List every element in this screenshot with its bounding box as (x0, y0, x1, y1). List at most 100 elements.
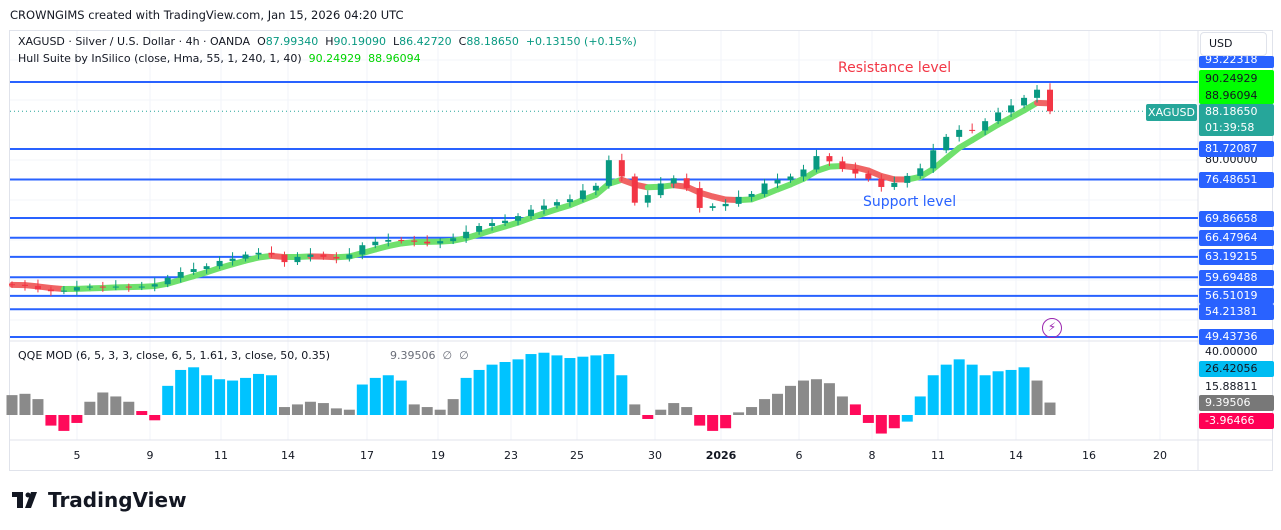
qqe-bar (6, 395, 18, 415)
tradingview-logo[interactable]: TradingView (12, 488, 187, 512)
candle-body (709, 206, 716, 208)
qqe-bar (759, 399, 771, 415)
candle-body (592, 185, 599, 191)
qqe-bar (746, 407, 758, 415)
qqe-legend[interactable]: QQE MOD (6, 5, 3, 3, close, 6, 5, 1.61, … (18, 349, 331, 362)
open-label: O (257, 35, 266, 48)
currency-button[interactable]: USD (1200, 32, 1267, 56)
time-tick: 14 (1009, 449, 1023, 462)
qqe-bar (291, 404, 303, 415)
time-tick: 9 (146, 449, 154, 462)
candle-body (164, 277, 171, 285)
candle-body (579, 190, 586, 200)
candle-body (982, 121, 989, 131)
hull-label-1: 90.24929 (1205, 72, 1258, 85)
candle-body (255, 252, 262, 255)
candle-body (995, 112, 1002, 122)
qqe-bar (227, 380, 239, 415)
time-tick: 8 (868, 449, 876, 462)
qqe-bar (966, 364, 978, 415)
qqe-label-value: 9.39506 (1199, 395, 1274, 411)
hull-legend[interactable]: Hull Suite by InSilico (close, Hma, 55, … (18, 52, 421, 65)
time-tick: 25 (570, 449, 584, 462)
qqe-bar (356, 384, 368, 415)
qqe-bar (473, 369, 485, 415)
candle-body (800, 169, 807, 177)
resistance-annotation[interactable]: Resistance level (838, 60, 952, 76)
qqe-bar (577, 356, 589, 415)
candle-body (696, 188, 703, 208)
time-tick: 17 (360, 449, 374, 462)
candle-body (540, 205, 547, 210)
candle-body (566, 199, 573, 203)
qqe-bar (603, 354, 615, 415)
bar-countdown: 01:39:58 (1205, 121, 1255, 134)
qqe-bar (201, 375, 213, 415)
qqe-bar (499, 362, 511, 415)
qqe-label-upper: 26.42056 (1199, 361, 1274, 377)
candle-body (151, 284, 158, 287)
qqe-bar (110, 396, 122, 415)
low-label: L (393, 35, 400, 48)
candle-body (307, 254, 314, 257)
candle-body (930, 150, 937, 169)
hull-value-2: 88.96094 (368, 52, 421, 65)
candle-body (657, 183, 664, 196)
level-label: 69.86658 (1199, 211, 1274, 227)
qqe-bar (642, 415, 654, 419)
symbol-price-tag: XAGUSD (1146, 104, 1197, 121)
qqe-tick-40: 40.00000 (1205, 345, 1258, 358)
candle-body (398, 239, 405, 241)
time-tick: 2026 (705, 449, 737, 462)
candle-body (99, 286, 106, 288)
candle-body (631, 176, 638, 203)
candle-body (1034, 89, 1041, 98)
qqe-bar (447, 399, 459, 415)
level-label: 49.43736 (1199, 329, 1274, 345)
candle-body (735, 196, 742, 204)
qqe-bar (162, 385, 174, 415)
qqe-bar (785, 385, 796, 415)
qqe-bar (551, 355, 563, 415)
candle-body (670, 178, 677, 184)
hull-name: Hull Suite by InSilico (close, Hma, 55, … (18, 52, 302, 65)
candle-body (424, 241, 431, 244)
candle-body (34, 285, 41, 290)
candle-body (112, 286, 119, 288)
qqe-bar (797, 380, 809, 415)
qqe-bar (1031, 380, 1043, 415)
qqe-bar (810, 379, 822, 415)
lightning-icon[interactable]: ⚡ (1042, 318, 1062, 338)
qqe-bar (849, 404, 861, 415)
level-label: 66.47964 (1199, 230, 1274, 246)
time-tick: 11 (214, 449, 228, 462)
hull-value-1: 90.24929 (308, 52, 362, 65)
candle-body (21, 284, 28, 286)
logo-text: TradingView (48, 488, 187, 512)
time-tick: 30 (648, 449, 662, 462)
qqe-bar (278, 407, 290, 415)
candle-body (865, 173, 872, 179)
candle-body (86, 286, 93, 288)
candle-body (190, 269, 197, 273)
qqe-bar (266, 375, 277, 415)
qqe-bar (681, 407, 693, 415)
hull-label-2: 88.96094 (1205, 89, 1258, 102)
qqe-bar (940, 364, 952, 415)
time-tick: 14 (281, 449, 295, 462)
qqe-bar (408, 404, 420, 415)
candle-body (943, 136, 950, 151)
support-annotation[interactable]: Support level (863, 194, 957, 210)
candle-body (774, 179, 781, 184)
qqe-bar (214, 379, 226, 415)
qqe-bar (486, 364, 498, 415)
candle-body (891, 182, 898, 187)
qqe-bar (720, 415, 732, 429)
candle-body (203, 266, 210, 270)
qqe-bar (979, 375, 991, 415)
candle-body (9, 284, 15, 286)
candle-body (761, 183, 768, 194)
qqe-bar (590, 355, 602, 415)
symbol-legend[interactable]: XAGUSD · Silver / U.S. Dollar · 4h · OAN… (18, 35, 637, 48)
